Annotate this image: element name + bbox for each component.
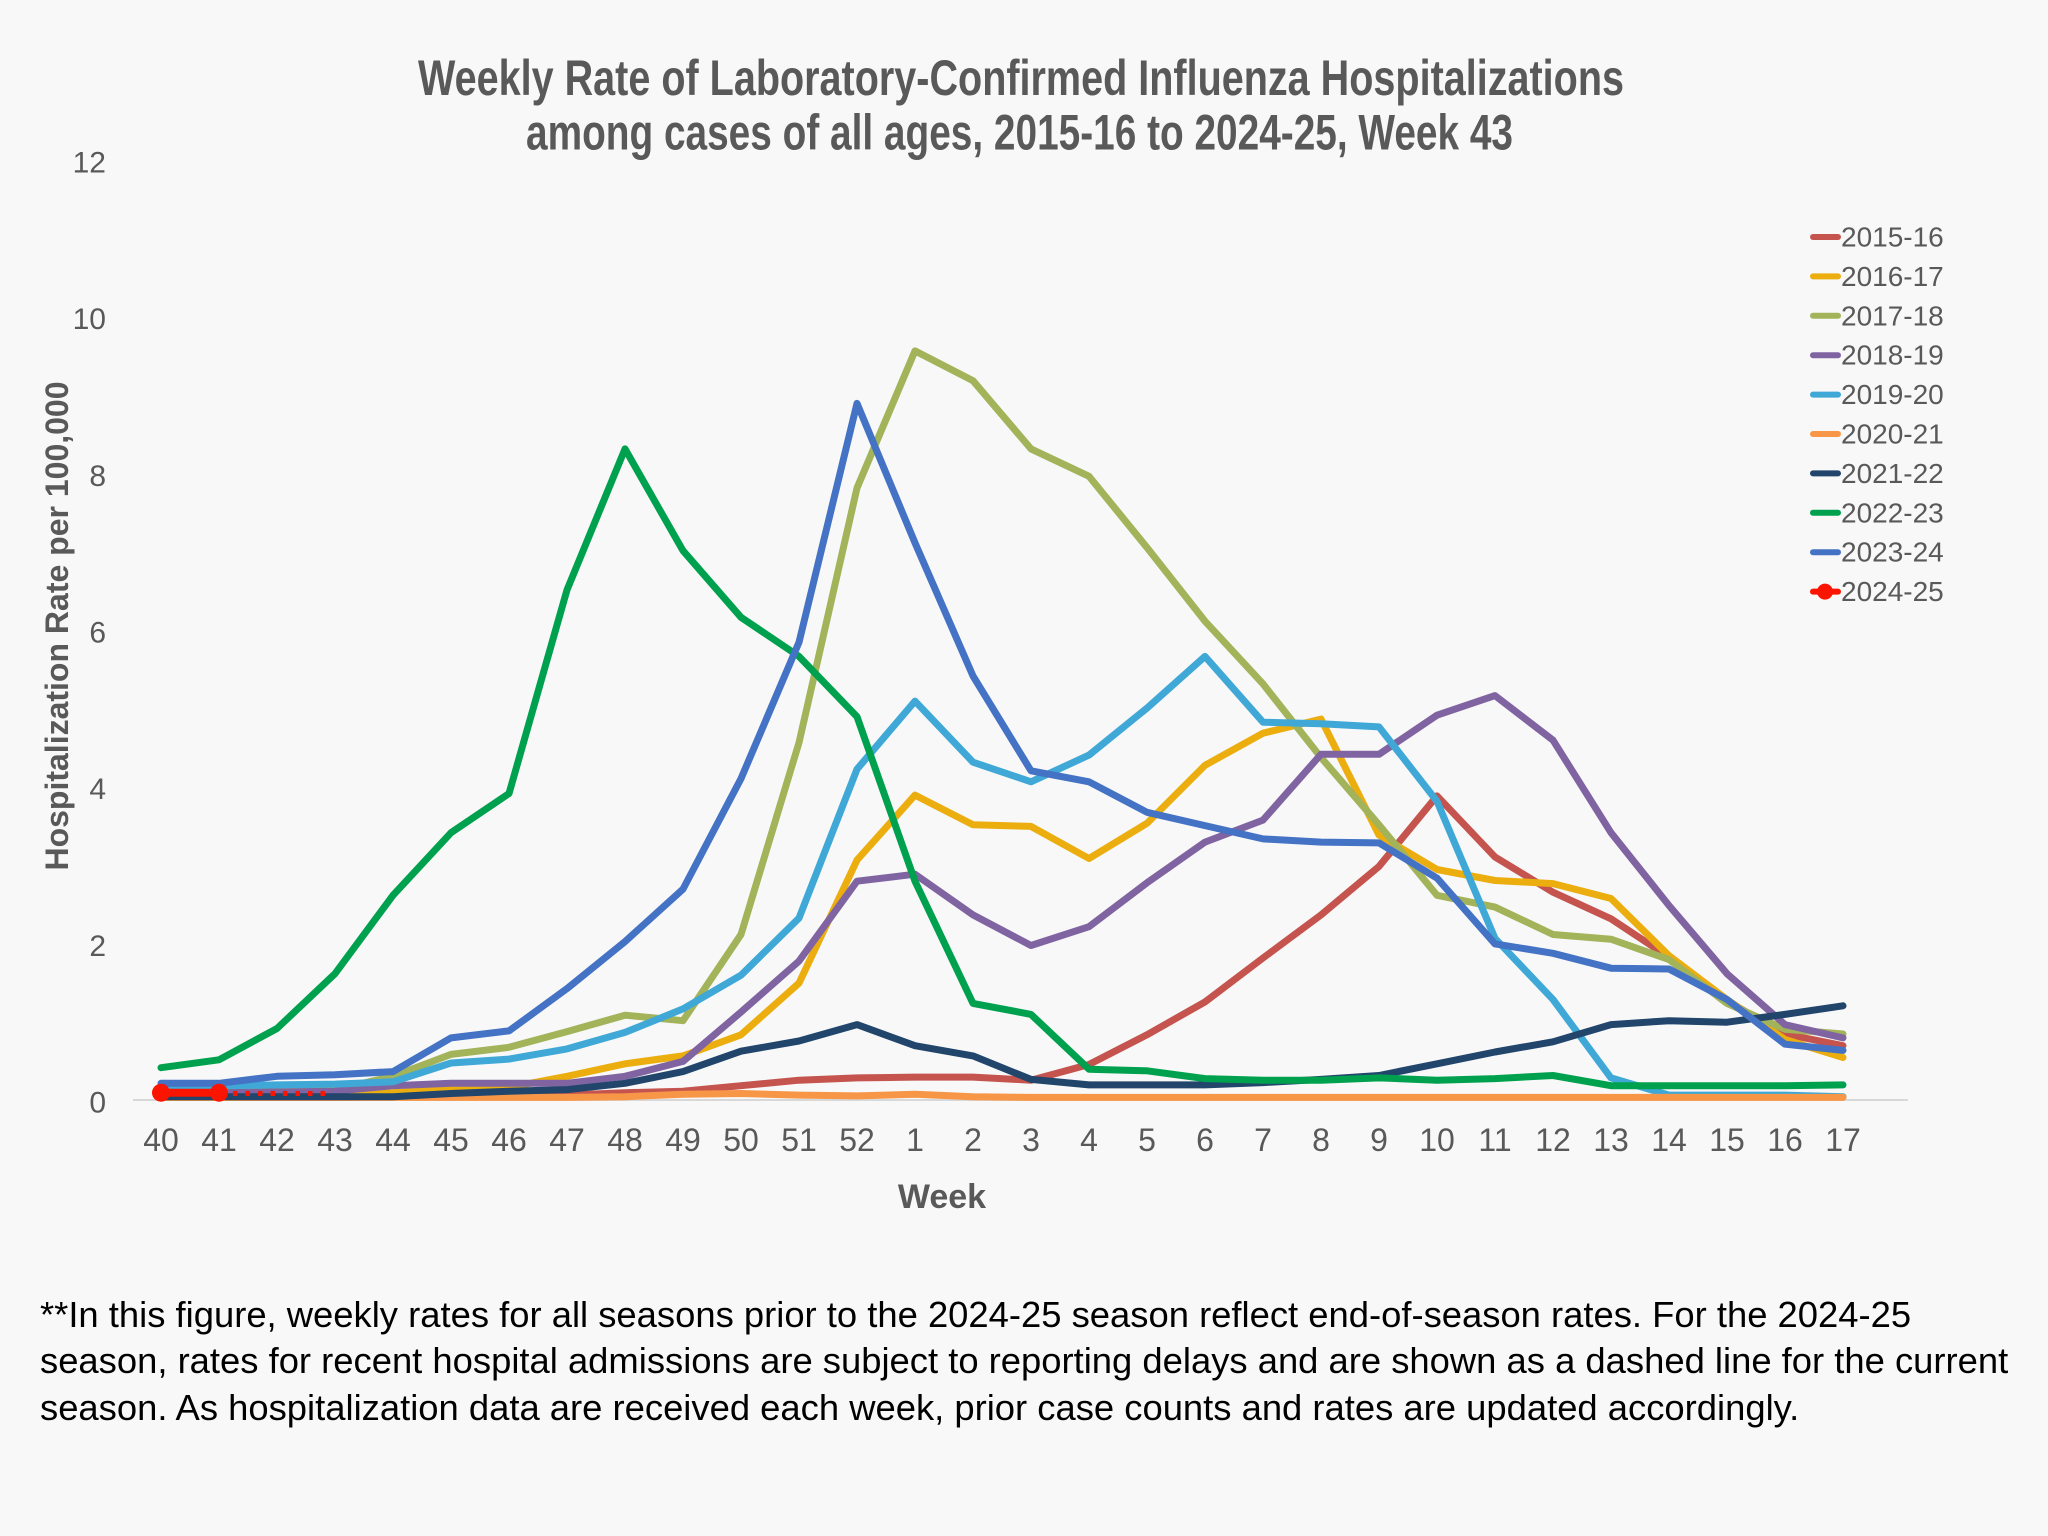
svg-text:2: 2 [964,1122,982,1158]
svg-text:10: 10 [73,303,106,336]
svg-text:0: 0 [89,1087,106,1120]
svg-text:9: 9 [1370,1122,1388,1158]
svg-text:2021-22: 2021-22 [1841,458,1944,489]
svg-text:17: 17 [1825,1122,1861,1158]
svg-text:42: 42 [259,1122,295,1158]
svg-text:6: 6 [1196,1122,1214,1158]
svg-text:46: 46 [491,1122,527,1158]
svg-text:14: 14 [1651,1122,1687,1158]
svg-text:4: 4 [1080,1122,1098,1158]
svg-text:44: 44 [375,1122,411,1158]
svg-text:2017-18: 2017-18 [1841,300,1944,331]
svg-text:Week: Week [898,1178,986,1216]
svg-text:6: 6 [89,617,106,650]
svg-text:2: 2 [89,930,106,963]
svg-text:51: 51 [781,1122,817,1158]
svg-text:13: 13 [1593,1122,1629,1158]
svg-text:among cases of all ages, 2015-: among cases of all ages, 2015-16 to 2024… [526,105,1513,161]
svg-text:2022-23: 2022-23 [1841,497,1944,528]
svg-text:48: 48 [607,1122,643,1158]
svg-text:2019-20: 2019-20 [1841,379,1944,410]
svg-text:2018-19: 2018-19 [1841,340,1944,371]
svg-text:7: 7 [1254,1122,1272,1158]
svg-text:8: 8 [89,460,106,493]
svg-text:2016-17: 2016-17 [1841,261,1944,292]
svg-text:41: 41 [201,1122,237,1158]
svg-text:12: 12 [1535,1122,1571,1158]
svg-text:52: 52 [839,1122,875,1158]
svg-text:5: 5 [1138,1122,1156,1158]
svg-text:12: 12 [73,147,106,180]
svg-text:Hospitalization Rate per 100,0: Hospitalization Rate per 100,000 [39,381,75,870]
svg-text:1: 1 [906,1122,924,1158]
svg-text:50: 50 [723,1122,759,1158]
svg-text:2024-25: 2024-25 [1841,576,1944,607]
svg-text:40: 40 [143,1122,179,1158]
svg-text:11: 11 [1478,1122,1511,1158]
svg-text:16: 16 [1767,1122,1803,1158]
svg-text:45: 45 [433,1122,469,1158]
svg-text:2015-16: 2015-16 [1841,222,1944,253]
svg-text:2023-24: 2023-24 [1841,537,1944,568]
svg-text:4: 4 [89,773,106,806]
svg-text:2020-21: 2020-21 [1841,419,1944,450]
svg-text:47: 47 [549,1122,585,1158]
svg-text:49: 49 [665,1122,701,1158]
svg-text:10: 10 [1419,1122,1455,1158]
svg-text:3: 3 [1022,1122,1040,1158]
svg-text:Weekly Rate of Laboratory-Conf: Weekly Rate of Laboratory-Confirmed Infl… [418,50,1624,106]
svg-text:43: 43 [317,1122,353,1158]
svg-text:15: 15 [1709,1122,1745,1158]
svg-text:8: 8 [1312,1122,1330,1158]
